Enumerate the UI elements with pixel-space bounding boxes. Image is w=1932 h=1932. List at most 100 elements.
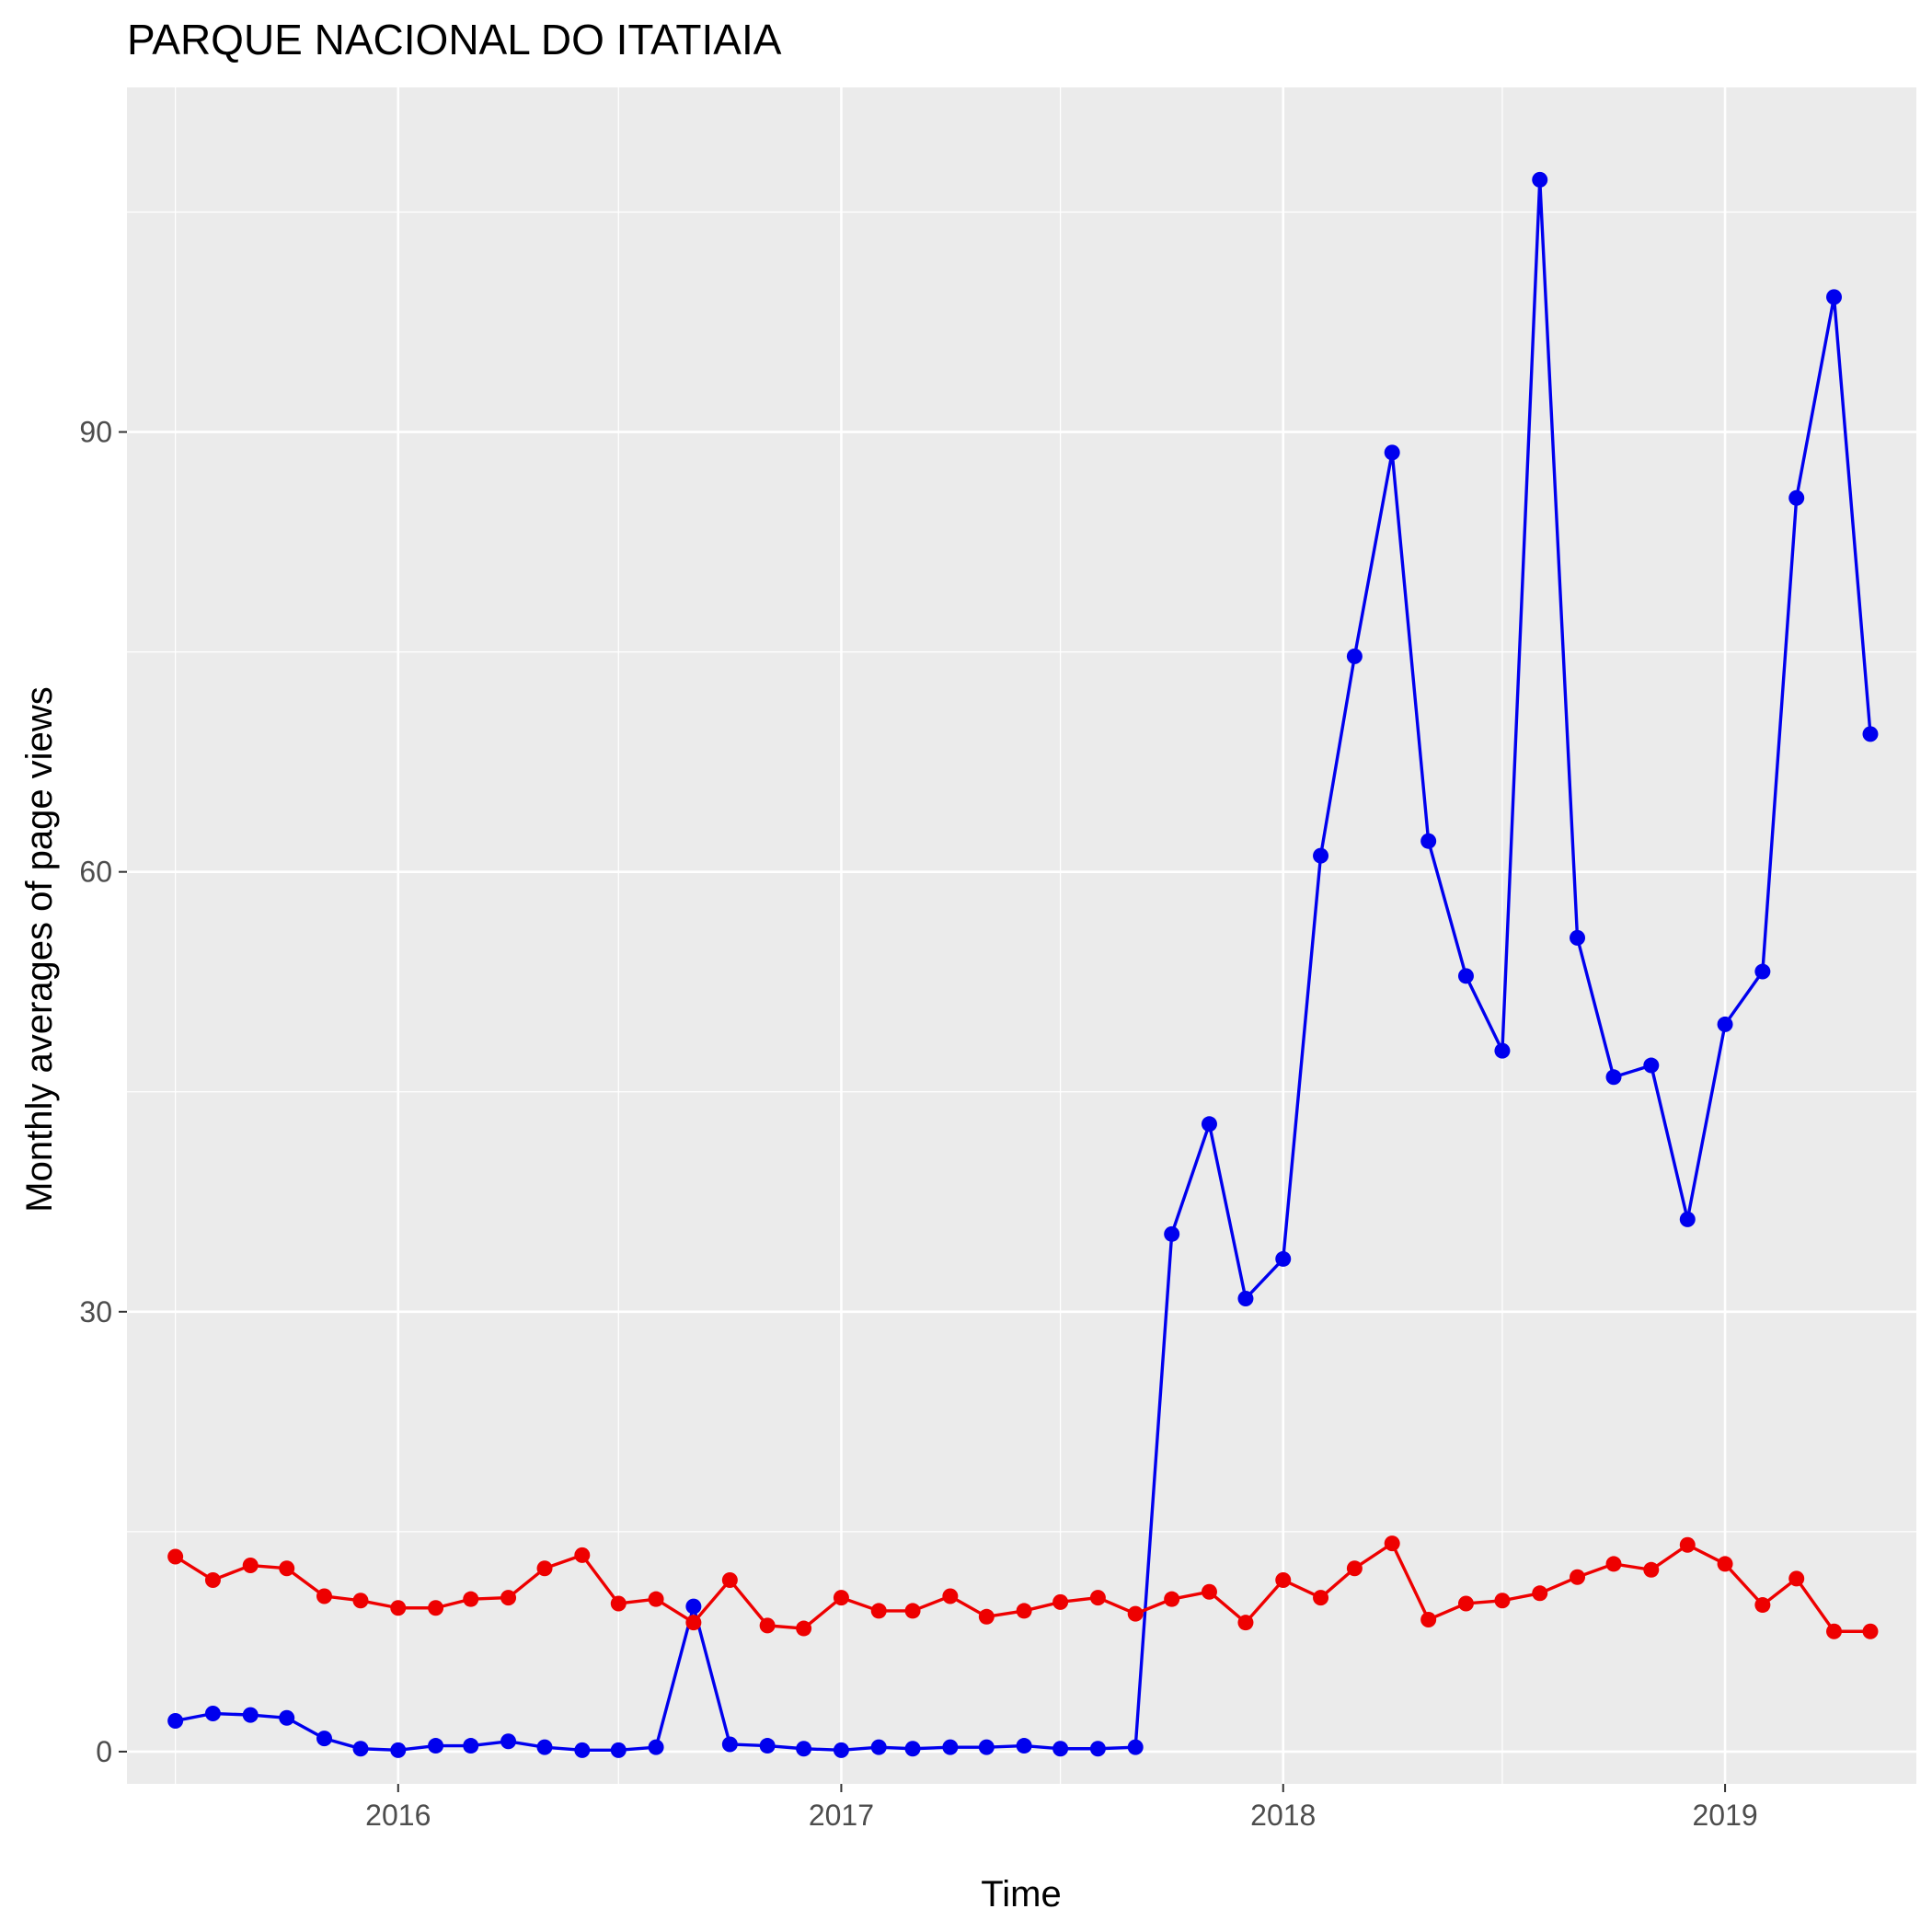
series-1-point: [279, 1709, 295, 1726]
series-2: [167, 1535, 1879, 1639]
series-1-point: [833, 1742, 849, 1758]
series-1-point: [574, 1742, 591, 1758]
series-1-point: [428, 1738, 444, 1754]
series-1-point: [904, 1741, 921, 1757]
series-1-point: [648, 1739, 664, 1755]
series-1-point: [1862, 726, 1879, 742]
series-2-point: [942, 1588, 959, 1604]
series-1-point: [1420, 833, 1437, 849]
series-2-point: [1826, 1623, 1843, 1639]
series-1-point: [1679, 1211, 1696, 1227]
series-1-point: [1052, 1741, 1069, 1757]
series-1-point: [1016, 1738, 1032, 1754]
series-1-point: [1570, 929, 1586, 946]
y-tick-label: 60: [79, 856, 112, 889]
series-1-point: [796, 1741, 812, 1757]
series-2-point: [1089, 1590, 1106, 1606]
series-2-point: [1016, 1603, 1032, 1619]
series-2-point: [759, 1617, 776, 1634]
series-1-point: [1201, 1116, 1217, 1133]
series-2-point: [1457, 1595, 1474, 1612]
series-1-point: [1717, 1016, 1733, 1032]
series-2-point: [978, 1608, 995, 1625]
series-2-point: [1237, 1615, 1254, 1631]
plot-panel: [127, 87, 1916, 1784]
x-tick-label: 2018: [1250, 1799, 1316, 1832]
series-1-point: [1384, 444, 1400, 461]
y-tick-label: 90: [79, 416, 112, 449]
chart-title: PARQUE NACIONAL DO ITATIAIA: [127, 16, 782, 63]
series-1-point: [1127, 1739, 1144, 1755]
series-2-point: [390, 1600, 407, 1616]
series-2-point: [610, 1595, 627, 1612]
series-1-point: [536, 1739, 553, 1755]
series-2-point: [1201, 1583, 1217, 1600]
series-2-point: [1494, 1593, 1511, 1609]
series-1-point: [204, 1705, 221, 1721]
series-1-point: [1532, 171, 1548, 188]
x-tick-label: 2016: [365, 1799, 431, 1832]
series-2-point: [648, 1591, 664, 1607]
x-tick-label: 2019: [1692, 1799, 1757, 1832]
series-1-point: [1164, 1225, 1180, 1242]
series-1-point: [1346, 648, 1363, 664]
series-1-point: [721, 1736, 738, 1753]
series-2-point: [1275, 1571, 1292, 1588]
series-2-point: [1643, 1561, 1660, 1578]
series-1-point: [1826, 289, 1843, 305]
series-1-point: [463, 1738, 479, 1754]
series-1-point: [1643, 1057, 1660, 1074]
series-2-point: [1862, 1623, 1879, 1639]
series-2-point: [1788, 1570, 1805, 1587]
series-2-point: [1313, 1590, 1329, 1606]
series-1-point: [1788, 489, 1805, 506]
series-2-point: [352, 1593, 369, 1609]
series-1-point: [685, 1598, 702, 1615]
series-2-point: [1570, 1569, 1586, 1585]
series-2-point: [1679, 1536, 1696, 1553]
series-1-point: [942, 1739, 959, 1755]
series-2-point: [870, 1603, 887, 1619]
series-2-point: [1052, 1593, 1069, 1610]
axes: 0 30 60 90 2016 2017 2018 2019: [79, 416, 1757, 1832]
series-1-point: [1275, 1250, 1292, 1267]
series-2-point: [279, 1560, 295, 1577]
series-2-point: [428, 1600, 444, 1616]
series-1-point: [167, 1712, 184, 1729]
series-2-point: [536, 1560, 553, 1577]
series-1-point: [242, 1707, 259, 1723]
series-1-point: [390, 1742, 407, 1758]
series-2-point: [1532, 1585, 1548, 1602]
series-1-point: [316, 1731, 333, 1747]
y-tick-label: 30: [79, 1295, 112, 1328]
series-2-point: [204, 1571, 221, 1588]
series-2-point: [721, 1571, 738, 1588]
series-1-point: [610, 1742, 627, 1758]
series-2-point: [1420, 1611, 1437, 1627]
series-1-point: [978, 1739, 995, 1755]
series-layer: [167, 171, 1879, 1758]
series-2-point: [796, 1620, 812, 1637]
series-2-point: [1164, 1591, 1180, 1607]
series-2-point: [463, 1591, 479, 1607]
series-2-point: [1605, 1556, 1622, 1572]
series-2-point: [1717, 1556, 1733, 1572]
series-1-point: [1754, 963, 1771, 980]
x-tick-label: 2017: [809, 1799, 874, 1832]
series-1-point: [1313, 847, 1329, 864]
series-2-point: [316, 1588, 333, 1604]
series-1-point: [1457, 968, 1474, 984]
series-1-point: [1605, 1069, 1622, 1086]
series-2-point: [1127, 1605, 1144, 1622]
series-2-point: [1754, 1597, 1771, 1614]
series-1-point: [1237, 1290, 1254, 1306]
x-axis-title: Time: [981, 1874, 1061, 1915]
series-1-point: [1089, 1741, 1106, 1757]
series-2-point: [167, 1548, 184, 1565]
series-1-point: [500, 1733, 517, 1750]
series-1-point: [870, 1739, 887, 1755]
series-2-point: [904, 1603, 921, 1619]
gridlines: [127, 87, 1916, 1784]
